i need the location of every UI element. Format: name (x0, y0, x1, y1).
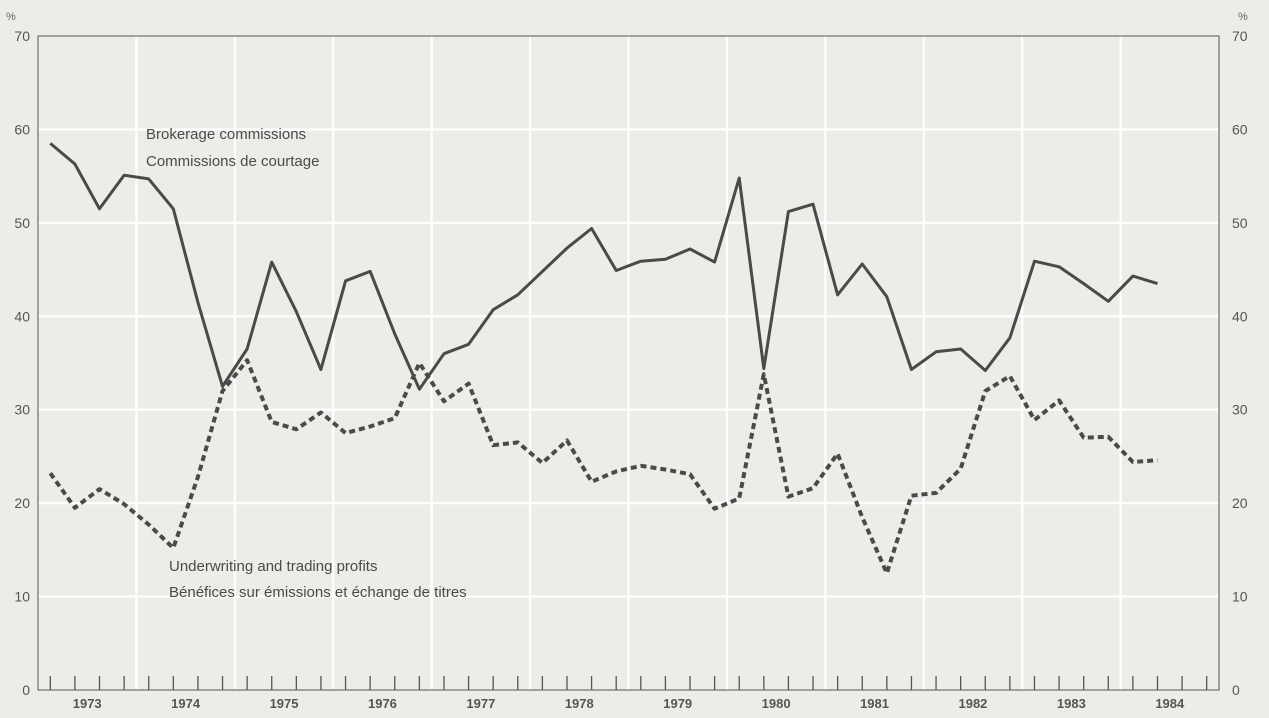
x-tick-label: 1984 (1155, 696, 1185, 711)
y-unit-left: % (6, 11, 16, 23)
plot-frame (37, 35, 1220, 691)
y-tick-label-right: 50 (1232, 215, 1248, 231)
x-tick-label: 1978 (565, 696, 594, 711)
x-tick-label: 1973 (73, 696, 102, 711)
y-tick-label-left: 50 (14, 215, 30, 231)
y-tick-label-right: 10 (1232, 589, 1248, 605)
annotation-brokerage-en: Brokerage commissions (146, 126, 306, 143)
series-line-brokerage (49, 142, 1158, 391)
annotation-brokerage-fr: Commissions de courtage (146, 153, 319, 170)
y-tick-label-right: 70 (1232, 28, 1248, 44)
y-tick-label-left: 30 (14, 402, 30, 418)
y-tick-label-right: 20 (1232, 495, 1248, 511)
x-tick-label: 1983 (1057, 696, 1086, 711)
x-tick-label: 1975 (270, 696, 299, 711)
x-axis: 1973 1974 1975 1976 1977 1978 1979 1980 1981 1982… (49, 676, 1208, 711)
y-tick-label-right: 30 (1232, 402, 1248, 418)
y-tick-label-left: 10 (14, 589, 30, 605)
y-unit-right: % (1238, 11, 1248, 23)
x-tick-label: 1981 (860, 696, 889, 711)
y-tick-label-left: 70 (14, 28, 30, 44)
grid-lines (38, 36, 1219, 690)
annotation-underwriting-en: Underwriting and trading profits (169, 558, 377, 575)
y-axis-left: 0 10 20 30 40 50 60 70 (14, 28, 30, 698)
y-tick-label-right: 60 (1232, 121, 1248, 137)
x-tick-label: 1980 (762, 696, 791, 711)
x-tick-label: 1979 (663, 696, 692, 711)
y-tick-label-right: 40 (1232, 308, 1248, 324)
x-tick-label: 1977 (466, 696, 495, 711)
y-tick-label-left: 0 (22, 682, 30, 698)
y-tick-label-left: 40 (14, 308, 30, 324)
x-tick-label: 1982 (958, 696, 987, 711)
y-tick-label-left: 60 (14, 121, 30, 137)
annotation-underwriting-fr: Bénéfices sur émissions et échange de ti… (169, 584, 467, 601)
x-tick-label: 1976 (368, 696, 397, 711)
series-group (48, 142, 1158, 576)
series-line-underwriting (48, 358, 1158, 576)
y-tick-label-right: 0 (1232, 682, 1240, 698)
x-tick-label: 1974 (171, 696, 201, 711)
y-tick-label-left: 20 (14, 495, 30, 511)
y-axis-right: 0 10 20 30 40 50 60 70 (1232, 28, 1248, 698)
